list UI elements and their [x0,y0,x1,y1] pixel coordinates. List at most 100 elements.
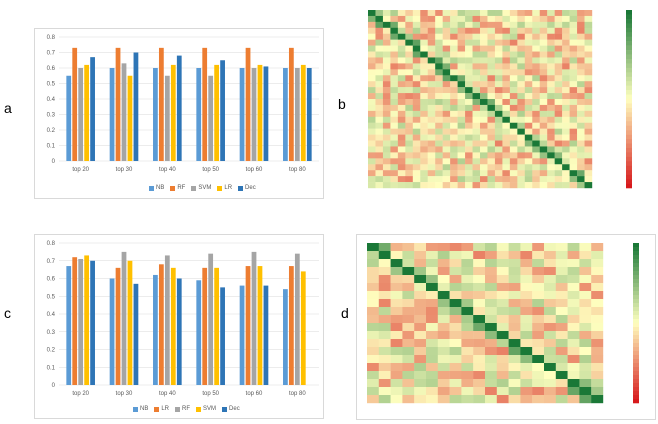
heatmap-cell [472,93,481,100]
heatmap-cell [442,182,451,189]
heatmap-cell [569,69,578,76]
heatmap-cell [502,99,511,106]
heatmap-cell [539,182,548,189]
heatmap-cell [579,299,592,308]
bar-nb [239,68,245,161]
heatmap-cell [520,275,533,284]
heatmap-cell [402,363,415,372]
x-tick-label: top 20 [72,391,89,397]
heatmap-cell [412,81,421,88]
heatmap-cell [532,371,545,380]
heatmap-cell [367,371,379,380]
y-tick-label: 0.1 [47,365,56,371]
heatmap-cell [555,291,568,300]
heatmap-cell [397,51,406,58]
heatmap-cell [494,93,503,100]
heatmap-cell [435,63,443,70]
colorbar-segment [626,165,632,171]
heatmap-cell [508,267,521,276]
colorbar-segment [626,116,632,122]
heatmap-cell [390,275,403,284]
heatmap-cell [435,158,443,165]
heatmap-cell [508,331,521,340]
heatmap-cell [547,39,555,46]
heatmap-cell [412,158,421,165]
heatmap-cell [472,176,481,183]
heatmap-cell [414,291,427,300]
heatmap-cell [397,182,406,189]
bar-rf [208,253,214,385]
heatmap-cell [426,299,438,308]
heatmap-cell [472,128,481,135]
heatmap-cell [397,170,406,177]
heatmap-cell [494,15,503,23]
heatmap-cell [520,251,533,260]
heatmap-cell [397,128,406,135]
heatmap-cell [435,10,443,17]
heatmap-cell [487,104,496,112]
heatmap-cell [390,170,399,177]
heatmap-cell [390,347,403,356]
colorbar-segment [626,67,632,73]
x-tick-label: top 50 [202,167,219,173]
heatmap-cell [547,93,555,100]
heatmap-cell [367,251,379,260]
heatmap-cell [524,176,533,183]
heatmap-cell [485,315,497,324]
legend-swatch [238,185,244,191]
heatmap-cell [496,251,509,260]
heatmap-cell [584,152,593,159]
colorbar-segment [626,152,632,158]
legend-item: RF [175,406,190,412]
heatmap-cell [480,99,488,106]
heatmap-cell [496,355,509,364]
heatmap-cell [494,10,503,17]
heatmap-cell [517,81,525,88]
heatmap-cell [502,170,511,177]
heatmap-cell [382,69,391,76]
bar-svm [127,260,133,385]
heatmap-cell [420,39,428,46]
bar-dec [133,283,139,385]
heatmap-cell [517,104,525,112]
heatmap-cell [539,122,548,129]
bar-dec [90,57,95,161]
heatmap-cell [547,134,555,141]
heatmap-cell [555,347,568,356]
heatmap-cell [539,93,548,100]
heatmap-cell [427,21,436,28]
heatmap-cell [554,116,563,123]
heatmap-cell [461,299,474,308]
heatmap-cell [524,45,533,52]
colorbar-segment [633,347,639,352]
heatmap-cell [435,134,443,141]
heatmap-cell [562,39,570,46]
heatmap-cell [414,259,427,268]
heatmap-cell [494,164,503,171]
heatmap-cell [532,387,545,396]
heatmap-cell [397,63,406,70]
heatmap-cell [450,45,458,52]
heatmap-cell [442,21,451,28]
heatmap-cell [368,122,376,129]
heatmap-cell [517,75,525,82]
heatmap-cell [508,251,521,260]
heatmap-cell [532,331,545,340]
heatmap-cell [577,10,585,17]
heatmap-cell [397,93,406,100]
heatmap-cell [414,371,427,380]
heatmap-cell [555,275,568,284]
heatmap-b [360,2,656,212]
heatmap-cell [457,75,466,82]
heatmap-cell [390,81,399,88]
heatmap-cell [405,93,413,100]
colorbar-segment [626,125,632,131]
heatmap-cell [554,93,563,100]
heatmap-cell [375,57,384,64]
heatmap-cell [494,158,503,165]
heatmap-cell [375,140,384,147]
heatmap-cell [426,371,438,380]
colorbar-segment [626,45,632,51]
heatmap-cell [465,69,473,76]
heatmap-cell [532,339,545,348]
